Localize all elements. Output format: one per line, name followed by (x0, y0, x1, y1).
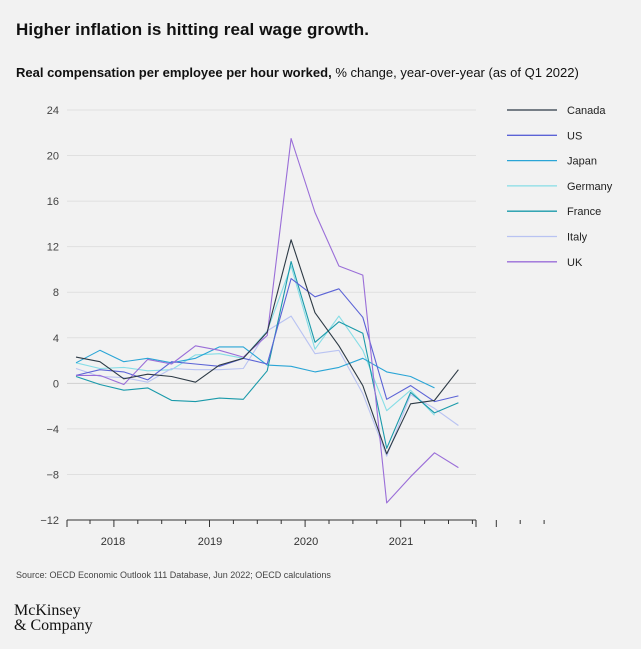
logo-line-2: & Company (14, 617, 93, 634)
y-tick-label: 20 (47, 151, 59, 163)
source-note: Source: OECD Economic Outlook 111 Databa… (16, 570, 331, 580)
gridlines (67, 109, 476, 521)
subtitle-bold: Real compensation per employee per hour … (16, 65, 332, 80)
y-tick-label: 16 (47, 196, 59, 208)
legend-label-canada: Canada (567, 105, 606, 117)
legend-label-japan: Japan (567, 156, 597, 168)
y-tick-label: 4 (53, 333, 59, 345)
series-line-italy (75, 315, 459, 457)
y-tick-label: −8 (46, 469, 59, 481)
y-tick-label: 8 (53, 287, 59, 299)
x-year-label: 2020 (294, 536, 318, 548)
legend-label-uk: UK (567, 257, 583, 269)
y-axis-ticks: 24 20 16 12 8 4 0 −4 −8 −12 (40, 105, 59, 527)
series-line-uk (76, 137, 459, 504)
legend-label-germany: Germany (567, 181, 613, 193)
legend: Canada US Japan Germany France Italy UK (507, 105, 613, 269)
series-line-us (75, 278, 459, 403)
series-line-canada (75, 239, 459, 455)
series-line-japan (75, 346, 435, 389)
legend-label-france: France (567, 206, 601, 218)
x-year-label: 2019 (198, 536, 222, 548)
x-year-label: 2021 (389, 536, 413, 548)
line-chart: 24 20 16 12 8 4 0 −4 −8 −12 2018 2019 2020 2021 Cana… (40, 105, 613, 548)
y-tick-label: 0 (53, 378, 59, 390)
logo-line-1: McKinsey (14, 602, 81, 619)
legend-label-us: US (567, 130, 582, 142)
series-lines (75, 137, 459, 504)
subtitle-rest: % change, year-over-year (as of Q1 2022) (331, 65, 579, 80)
series-line-germany (75, 265, 435, 416)
y-tick-label: −4 (46, 424, 59, 436)
x-year-label: 2018 (101, 536, 125, 548)
chart-subtitle: Real compensation per employee per hour … (16, 65, 579, 80)
legend-label-italy: Italy (567, 232, 588, 244)
y-tick-label: 24 (47, 105, 59, 117)
y-tick-label: −12 (40, 515, 59, 527)
y-tick-label: 12 (47, 242, 59, 254)
mckinsey-logo: McKinsey & Company (14, 602, 93, 634)
x-axis: 2018 2019 2020 2021 (66, 519, 545, 548)
series-line-france (75, 260, 459, 449)
chart-title: Higher inflation is hitting real wage gr… (16, 20, 370, 39)
